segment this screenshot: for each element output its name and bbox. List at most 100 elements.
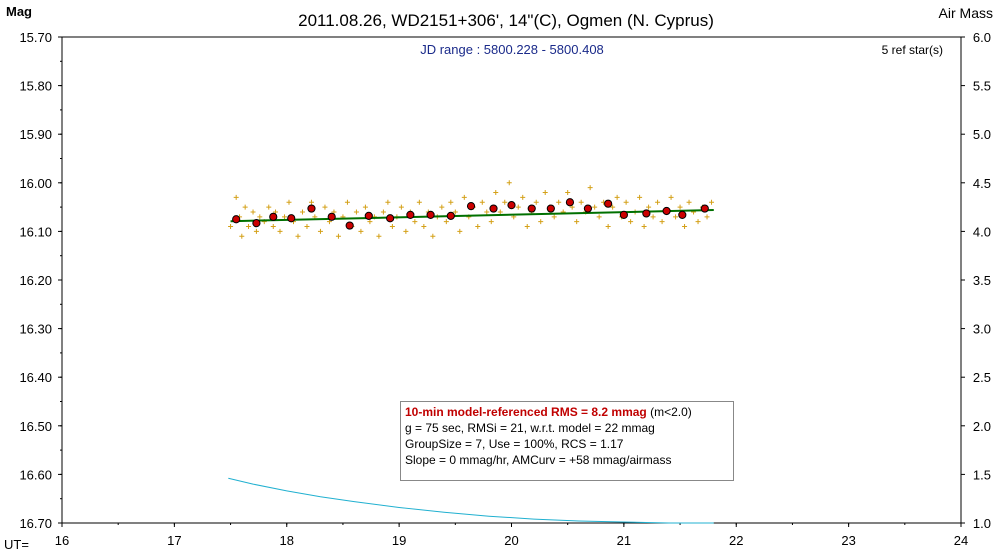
raw-point — [335, 233, 341, 239]
raw-point — [641, 224, 647, 230]
raw-point — [257, 214, 263, 220]
x-tick-label: 24 — [954, 533, 968, 548]
y-tick-label-mag: 16.10 — [19, 224, 52, 239]
group-mean-point — [287, 214, 296, 223]
raw-point — [515, 204, 521, 210]
airmass-curve-group — [228, 477, 714, 524]
stats-line-4: Slope = 0 mmag/hr, AMCurv = +58 mmag/air… — [405, 453, 672, 467]
group-mean-point — [426, 210, 435, 219]
raw-point — [502, 199, 508, 205]
raw-point — [358, 228, 364, 234]
raw-point — [623, 199, 629, 205]
raw-point — [682, 224, 688, 230]
group-mean-point — [345, 221, 354, 230]
raw-point — [673, 214, 679, 220]
raw-point — [605, 224, 611, 230]
raw-point — [266, 204, 272, 210]
raw-point — [253, 228, 259, 234]
left-axis-title: Mag — [6, 4, 32, 19]
group-mean-point — [700, 204, 709, 213]
jd-range-label: JD range : 5800.228 - 5800.408 — [420, 42, 604, 57]
group-mean-point — [619, 210, 628, 219]
raw-point — [686, 199, 692, 205]
raw-point — [452, 209, 458, 215]
group-mean-point — [232, 215, 241, 224]
y-tick-label-airmass: 2.5 — [973, 370, 991, 385]
x-tick-label: 21 — [617, 533, 631, 548]
y-tick-label-airmass: 5.0 — [973, 127, 991, 142]
y-tick-label-mag: 16.20 — [19, 273, 52, 288]
raw-point — [538, 219, 544, 225]
y-tick-label-mag: 16.50 — [19, 419, 52, 434]
raw-point — [376, 233, 382, 239]
x-tick-label: 16 — [55, 533, 69, 548]
raw-point — [308, 199, 314, 205]
raw-point — [614, 194, 620, 200]
group-mean-point — [604, 199, 613, 208]
stats-rms-line: 10-min model-referenced RMS = 8.2 mmag (… — [405, 404, 733, 420]
y-tick-label-airmass: 1.0 — [973, 516, 991, 531]
raw-point — [250, 209, 256, 215]
raw-point — [709, 199, 715, 205]
raw-point — [322, 204, 328, 210]
group-mean-point — [642, 209, 651, 218]
group-mean-point — [527, 204, 536, 213]
raw-point — [650, 214, 656, 220]
raw-point — [304, 224, 310, 230]
y-tick-label-airmass: 3.0 — [973, 322, 991, 337]
raw-point — [542, 190, 548, 196]
x-tick-label: 22 — [729, 533, 743, 548]
y-tick-label-mag: 16.40 — [19, 370, 52, 385]
raw-point — [655, 199, 661, 205]
raw-point — [317, 228, 323, 234]
y-tick-label-mag: 15.80 — [19, 79, 52, 94]
y-tick-label-mag: 15.70 — [19, 30, 52, 45]
group-mean-point — [252, 219, 261, 228]
raw-point — [367, 219, 373, 225]
raw-point — [520, 194, 526, 200]
raw-point — [282, 214, 288, 220]
y-tick-label-mag: 16.30 — [19, 322, 52, 337]
group-mean-point — [269, 212, 278, 221]
raw-point — [443, 219, 449, 225]
y-tick-label-airmass: 3.5 — [973, 273, 991, 288]
raw-point — [439, 204, 445, 210]
raw-point — [551, 214, 557, 220]
raw-point — [277, 228, 283, 234]
group-mean-point — [406, 210, 415, 219]
group-mean-point — [678, 210, 687, 219]
stats-line-3: GroupSize = 7, Use = 100%, RCS = 1.17 — [405, 437, 624, 451]
group-mean-point — [583, 204, 593, 213]
raw-point — [659, 219, 665, 225]
raw-point — [412, 219, 418, 225]
raw-point — [286, 199, 292, 205]
raw-point — [344, 199, 350, 205]
y-tick-label-mag: 16.70 — [19, 516, 52, 531]
model-line — [230, 209, 714, 223]
stats-rms-value: 10-min model-referenced RMS = 8.2 mmag — [405, 405, 647, 419]
group-mean-point — [565, 198, 575, 207]
statistics-box: 10-min model-referenced RMS = 8.2 mmag (… — [400, 401, 734, 481]
raw-point — [493, 190, 499, 196]
raw-point — [246, 224, 252, 230]
x-axis-prefix: UT= — [4, 537, 29, 552]
raw-point — [488, 219, 494, 225]
raw-point — [475, 224, 481, 230]
raw-point — [587, 185, 593, 191]
group-mean-point — [386, 214, 395, 223]
group-means-group — [232, 198, 709, 230]
ref-stars-label: 5 ref star(s) — [882, 43, 943, 57]
raw-point — [506, 180, 512, 186]
raw-point — [362, 204, 368, 210]
raw-point — [497, 209, 503, 215]
raw-point — [239, 233, 245, 239]
axes-group: 16 17 18 19 20 21 22 23 24 15.70 15.80 15.90 16.00 16… — [19, 30, 991, 548]
airmass-curve — [228, 477, 714, 524]
raw-point — [533, 199, 539, 205]
model-line-group — [230, 209, 714, 223]
raw-point — [524, 224, 530, 230]
x-tick-label: 23 — [841, 533, 855, 548]
raw-point — [695, 219, 701, 225]
raw-point — [628, 219, 634, 225]
raw-point — [233, 194, 239, 200]
